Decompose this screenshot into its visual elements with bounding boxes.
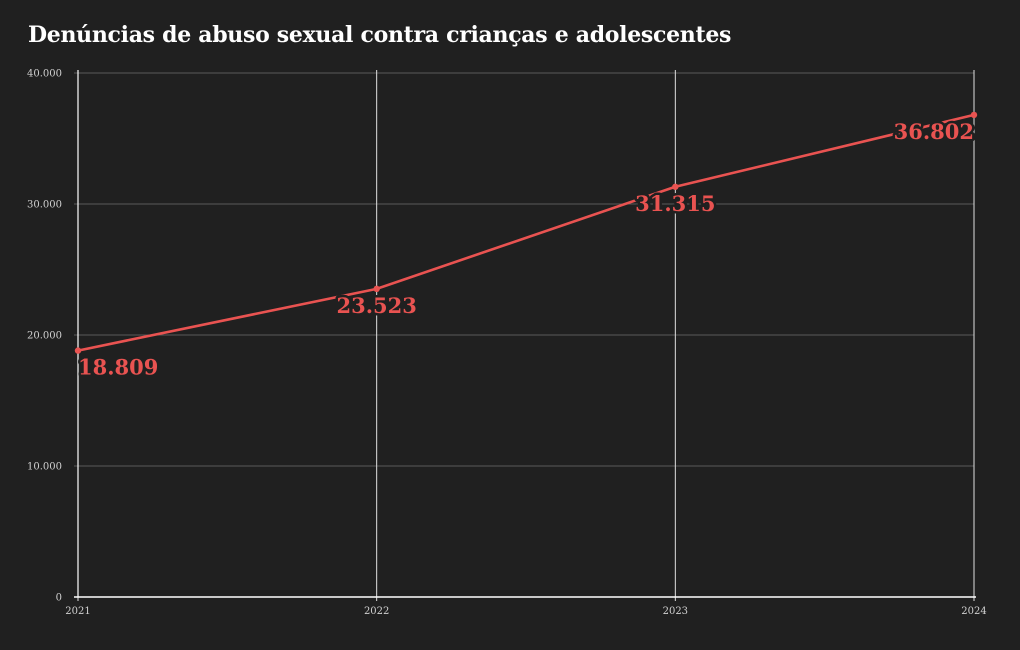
data-point <box>373 285 380 293</box>
x-tick-label: 2024 <box>961 606 986 617</box>
data-label: 36.802 <box>894 119 974 144</box>
y-tick-label: 20.000 <box>27 331 62 342</box>
series-layer <box>74 111 978 354</box>
grid-layer <box>74 70 975 601</box>
data-point <box>74 347 82 354</box>
data-point <box>970 111 978 119</box>
data-label: 18.809 <box>78 355 158 380</box>
x-tick-label: 2023 <box>663 606 688 617</box>
y-tick-label: 30.000 <box>27 200 62 211</box>
x-tick-label: 2021 <box>65 606 90 617</box>
data-label: 31.315 <box>635 191 715 216</box>
y-tick-label: 10.000 <box>27 462 62 473</box>
data-label: 23.523 <box>336 293 416 318</box>
axis-layer: 0 10.000 20.000 30.000 40.000 2021 2022 2023 202… <box>27 69 987 618</box>
data-point <box>672 183 679 190</box>
label-layer: 18.809 23.523 31.315 36.802 <box>76 116 977 382</box>
y-tick-label: 0 <box>56 593 62 604</box>
chart-title: Denúncias de abuso sexual contra criança… <box>28 22 732 48</box>
y-tick-label: 40.000 <box>27 69 62 80</box>
x-tick-label: 2022 <box>364 606 389 617</box>
series-line <box>76 113 976 352</box>
